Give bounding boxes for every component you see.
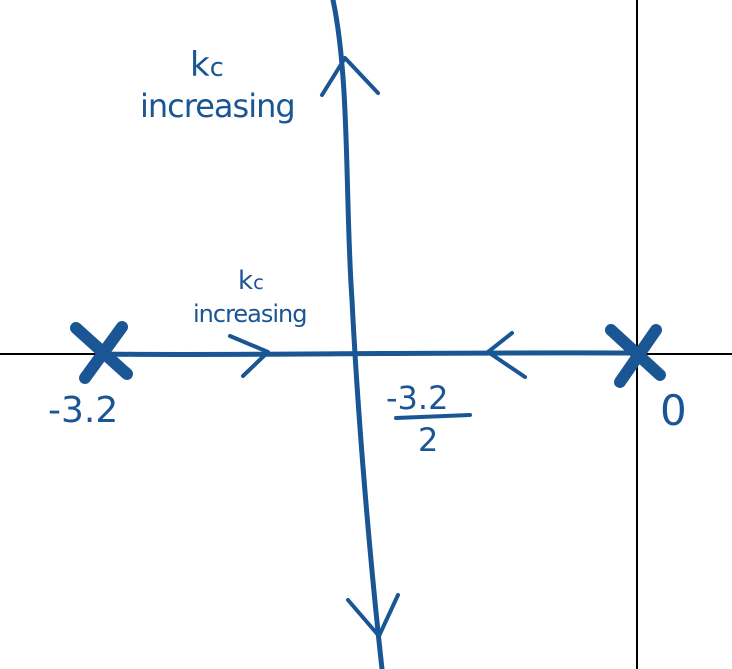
upper-gain-subscript: c [209,53,224,83]
pole-marker-minus-3-2 [70,321,133,384]
centroid-numerator: -3.2 [386,379,449,417]
real-axis-increasing-label: increasing [193,300,308,328]
real-axis-locus [97,350,638,358]
right-arrow-icon [228,334,270,378]
up-arrow-icon [320,56,380,97]
real-axis-gain-subscript: c [253,271,264,294]
upper-gain-label: kc [190,45,224,85]
pole-label-minus-3-2: -3.2 [48,390,119,431]
centroid-denominator: 2 [418,421,439,459]
pole-marker-zero [605,324,666,388]
left-arrow-icon [486,331,527,379]
pole-label-zero: 0 [660,386,687,435]
down-arrow-icon [346,593,400,638]
upper-increasing-label: increasing [140,87,296,125]
real-axis-gain-label: kc [238,266,264,296]
centroid-fraction-bar [394,413,472,420]
vertical-locus-branch [330,0,385,669]
